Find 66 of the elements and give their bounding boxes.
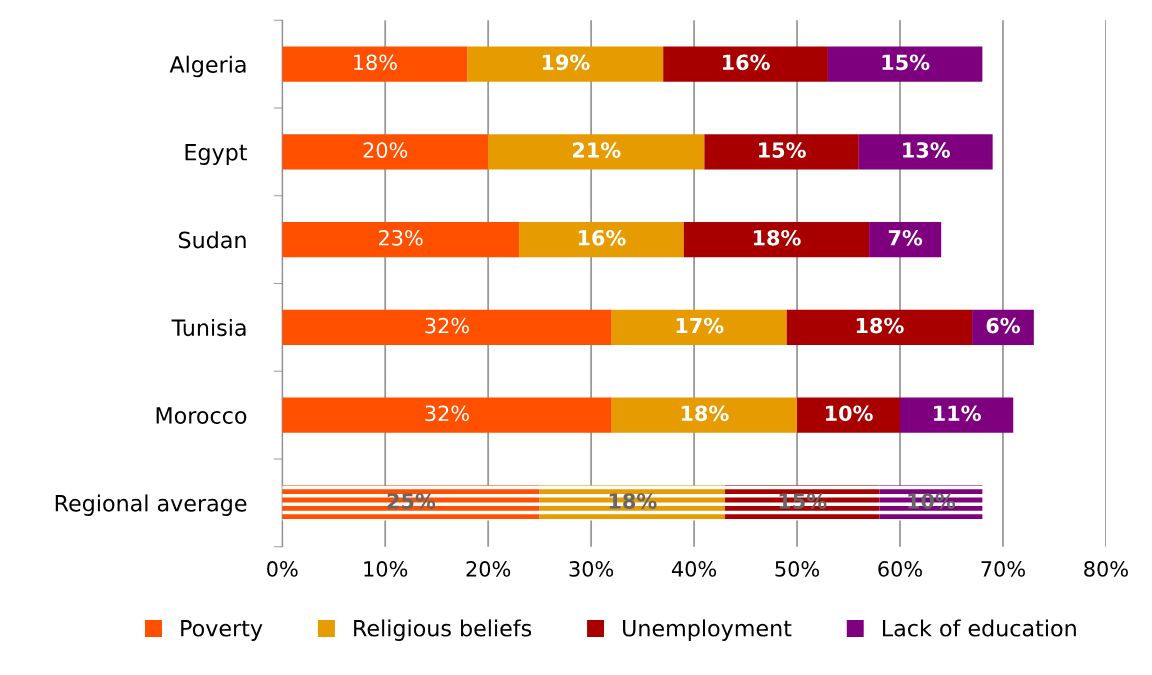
bar <box>539 485 725 521</box>
bar <box>663 46 828 82</box>
y-tick-label: Regional average <box>55 494 247 516</box>
bar <box>611 309 787 345</box>
bar <box>282 485 540 521</box>
bar <box>282 397 612 433</box>
x-tick-label: 60% <box>878 561 922 577</box>
x-tick-label: 50% <box>775 561 820 577</box>
data-label: 18% <box>681 405 729 422</box>
bar <box>869 222 942 258</box>
data-label: 10% <box>908 493 956 509</box>
bar <box>282 222 520 258</box>
bar <box>827 46 983 82</box>
x-tick-label: 0% <box>267 561 298 577</box>
x-tick-label: 80% <box>1084 561 1128 577</box>
data-label: 25% <box>387 493 436 509</box>
legend-label: Poverty <box>181 620 263 641</box>
data-label: 6% <box>986 317 1020 334</box>
data-label: 18% <box>856 317 904 334</box>
y-tick-label: Morocco <box>156 407 247 424</box>
x-tick-label: 20% <box>466 561 511 577</box>
data-label: 18% <box>354 54 397 71</box>
data-label: 16% <box>578 229 626 246</box>
bar <box>467 46 664 82</box>
bar <box>879 485 983 521</box>
bar <box>519 222 684 258</box>
bar <box>611 397 798 433</box>
data-label: 15% <box>882 54 930 71</box>
legend-label: Lack of education <box>882 619 1076 637</box>
bar <box>797 397 900 433</box>
data-label: 17% <box>676 317 724 334</box>
bar <box>282 46 468 82</box>
data-label: 15% <box>779 493 827 509</box>
data-label: 21% <box>572 142 621 158</box>
data-label: 23% <box>379 229 423 246</box>
bar <box>900 397 1014 433</box>
bar <box>858 134 993 170</box>
data-label: 15% <box>759 142 806 158</box>
bar <box>786 309 973 345</box>
data-label: 16% <box>722 54 770 71</box>
data-label: 18% <box>753 229 801 246</box>
x-tick-label: 10% <box>364 561 408 577</box>
bar <box>683 222 870 258</box>
x-tick-label: 70% <box>981 561 1025 577</box>
data-label: 10% <box>825 405 873 422</box>
data-label: 7% <box>888 229 923 246</box>
bar <box>724 485 880 521</box>
data-label: 18% <box>609 493 657 509</box>
bar <box>704 134 859 170</box>
data-label: 13% <box>903 142 951 158</box>
legend-label: Religious beliefs <box>354 619 532 641</box>
legend-label: Unemployment <box>623 619 792 641</box>
y-tick-label: Egypt <box>185 144 247 165</box>
bar <box>282 309 612 345</box>
data-label: 32% <box>425 317 469 334</box>
x-tick-label: 40% <box>671 561 717 577</box>
x-tick-label: 30% <box>569 561 614 577</box>
bar <box>488 134 705 170</box>
data-label: 20% <box>363 142 408 158</box>
bar <box>282 134 489 170</box>
y-tick-label: Algeria <box>169 55 246 78</box>
y-tick-label: Sudan <box>178 231 246 249</box>
data-label: 11% <box>934 405 981 422</box>
data-label: 19% <box>542 54 590 71</box>
y-tick-label: Tunisia <box>171 318 246 337</box>
data-label: 32% <box>425 405 469 422</box>
